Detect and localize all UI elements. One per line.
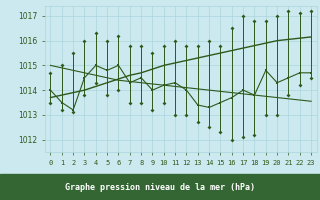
Text: Graphe pression niveau de la mer (hPa): Graphe pression niveau de la mer (hPa): [65, 182, 255, 192]
Point: [59, 64, 64, 67]
Point: [150, 108, 155, 112]
Point: [275, 14, 280, 17]
Point: [59, 108, 64, 112]
Point: [93, 81, 98, 84]
Point: [207, 39, 212, 42]
Point: [308, 76, 314, 79]
Point: [263, 19, 268, 22]
Point: [252, 19, 257, 22]
Point: [218, 44, 223, 47]
Point: [229, 138, 234, 141]
Point: [71, 51, 76, 55]
Point: [82, 93, 87, 97]
Point: [127, 101, 132, 104]
Point: [161, 44, 166, 47]
Point: [116, 34, 121, 37]
Point: [297, 12, 302, 15]
Point: [172, 113, 178, 116]
Point: [184, 113, 189, 116]
Point: [241, 136, 246, 139]
Point: [195, 44, 200, 47]
Point: [184, 44, 189, 47]
Point: [161, 101, 166, 104]
Point: [229, 27, 234, 30]
Point: [139, 101, 144, 104]
Point: [48, 71, 53, 74]
Point: [71, 111, 76, 114]
Point: [195, 121, 200, 124]
Point: [252, 133, 257, 136]
Point: [297, 84, 302, 87]
Point: [286, 93, 291, 97]
Point: [308, 9, 314, 13]
Point: [93, 32, 98, 35]
Point: [116, 89, 121, 92]
Point: [275, 113, 280, 116]
Point: [218, 131, 223, 134]
Point: [207, 126, 212, 129]
Point: [150, 51, 155, 55]
Point: [286, 9, 291, 13]
Point: [241, 14, 246, 17]
Point: [48, 101, 53, 104]
Point: [82, 39, 87, 42]
Point: [172, 39, 178, 42]
Point: [127, 44, 132, 47]
Point: [263, 113, 268, 116]
Point: [139, 44, 144, 47]
Point: [105, 39, 110, 42]
Point: [105, 93, 110, 97]
